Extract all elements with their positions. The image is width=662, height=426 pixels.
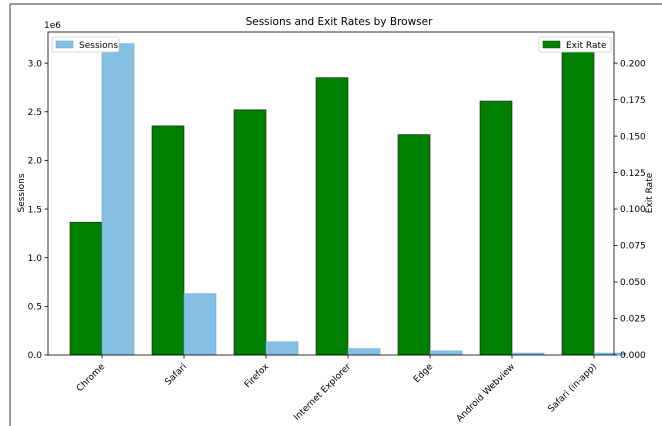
y-right-tick-label-0-175: 0.175 (620, 96, 646, 106)
legend-sessions-label: Sessions (79, 41, 118, 51)
x-tick-label-safari: Safari (164, 362, 190, 388)
bar-exit-rate-chrome (69, 221, 103, 356)
legend-exit-rate-label: Exit Rate (566, 41, 607, 51)
y-left-tick-label-2-0: 2.0 (28, 157, 43, 167)
x-tick-label-chrome: Chrome (75, 362, 107, 394)
y-right-tick-label-0-050: 0.050 (620, 278, 646, 288)
y-left-tick-label-1-0: 1.0 (28, 254, 43, 264)
x-tick-label-safari-in-app: Safari (in-app) (547, 362, 600, 415)
bar-sessions-chrome (101, 43, 135, 356)
x-tick-label-firefox: Firefox (243, 362, 272, 391)
bar-exit-rate-edge (397, 134, 431, 356)
bar-exit-rate-android-webview (479, 100, 513, 356)
legend-sessions-swatch (55, 40, 74, 49)
y-left-tick-label-3-0: 3.0 (28, 59, 43, 69)
y-right-tick-label-0-075: 0.075 (620, 242, 646, 252)
x-tick-label-edge: Edge (412, 362, 435, 385)
x-tick-label-android-webview: Android Webview (455, 362, 517, 424)
bars-layer (69, 43, 627, 356)
plot-area-frame (47, 31, 615, 356)
y-left-tick-label-2-5: 2.5 (28, 108, 42, 118)
y-right-tick-label-0-100: 0.100 (620, 205, 646, 215)
bar-exit-rate-internet-explorer (315, 77, 349, 356)
y-right-tick-label-0-025: 0.025 (620, 315, 646, 325)
bar-exit-rate-safari-in-app (561, 43, 595, 356)
x-tick-label-internet-explorer: Internet Explorer (292, 362, 353, 423)
bar-sessions-edge (429, 350, 463, 356)
bar-exit-rate-safari (151, 125, 185, 356)
y-right-tick-label-0-200: 0.200 (620, 59, 646, 69)
bar-exit-rate-firefox (233, 109, 267, 356)
bar-sessions-internet-explorer (347, 348, 381, 356)
legend-exit-rate-swatch (542, 40, 561, 49)
legend-exit-rate[interactable]: Exit Rate (538, 36, 612, 53)
y-right-tick-label-0-125: 0.125 (620, 169, 646, 179)
legend-sessions[interactable]: Sessions (51, 36, 120, 53)
y-right-axis-title: Exit Rate (645, 172, 655, 213)
chart-title: Sessions and Exit Rates by Browser (246, 16, 434, 28)
bar-sessions-firefox (265, 341, 299, 356)
y-left-axis-title: Sessions (17, 173, 27, 212)
y-left-scale-label: 1e6 (44, 21, 61, 31)
bar-sessions-safari (183, 293, 217, 356)
y-left-tick-label-1-5: 1.5 (28, 205, 42, 215)
y-left-tick-label-0-5: 0.5 (28, 303, 42, 313)
y-left-tick-label-0-0: 0.0 (28, 351, 43, 361)
y-right-tick-label-0-000: 0.000 (620, 351, 646, 361)
y-right-tick-label-0-150: 0.150 (620, 132, 646, 142)
